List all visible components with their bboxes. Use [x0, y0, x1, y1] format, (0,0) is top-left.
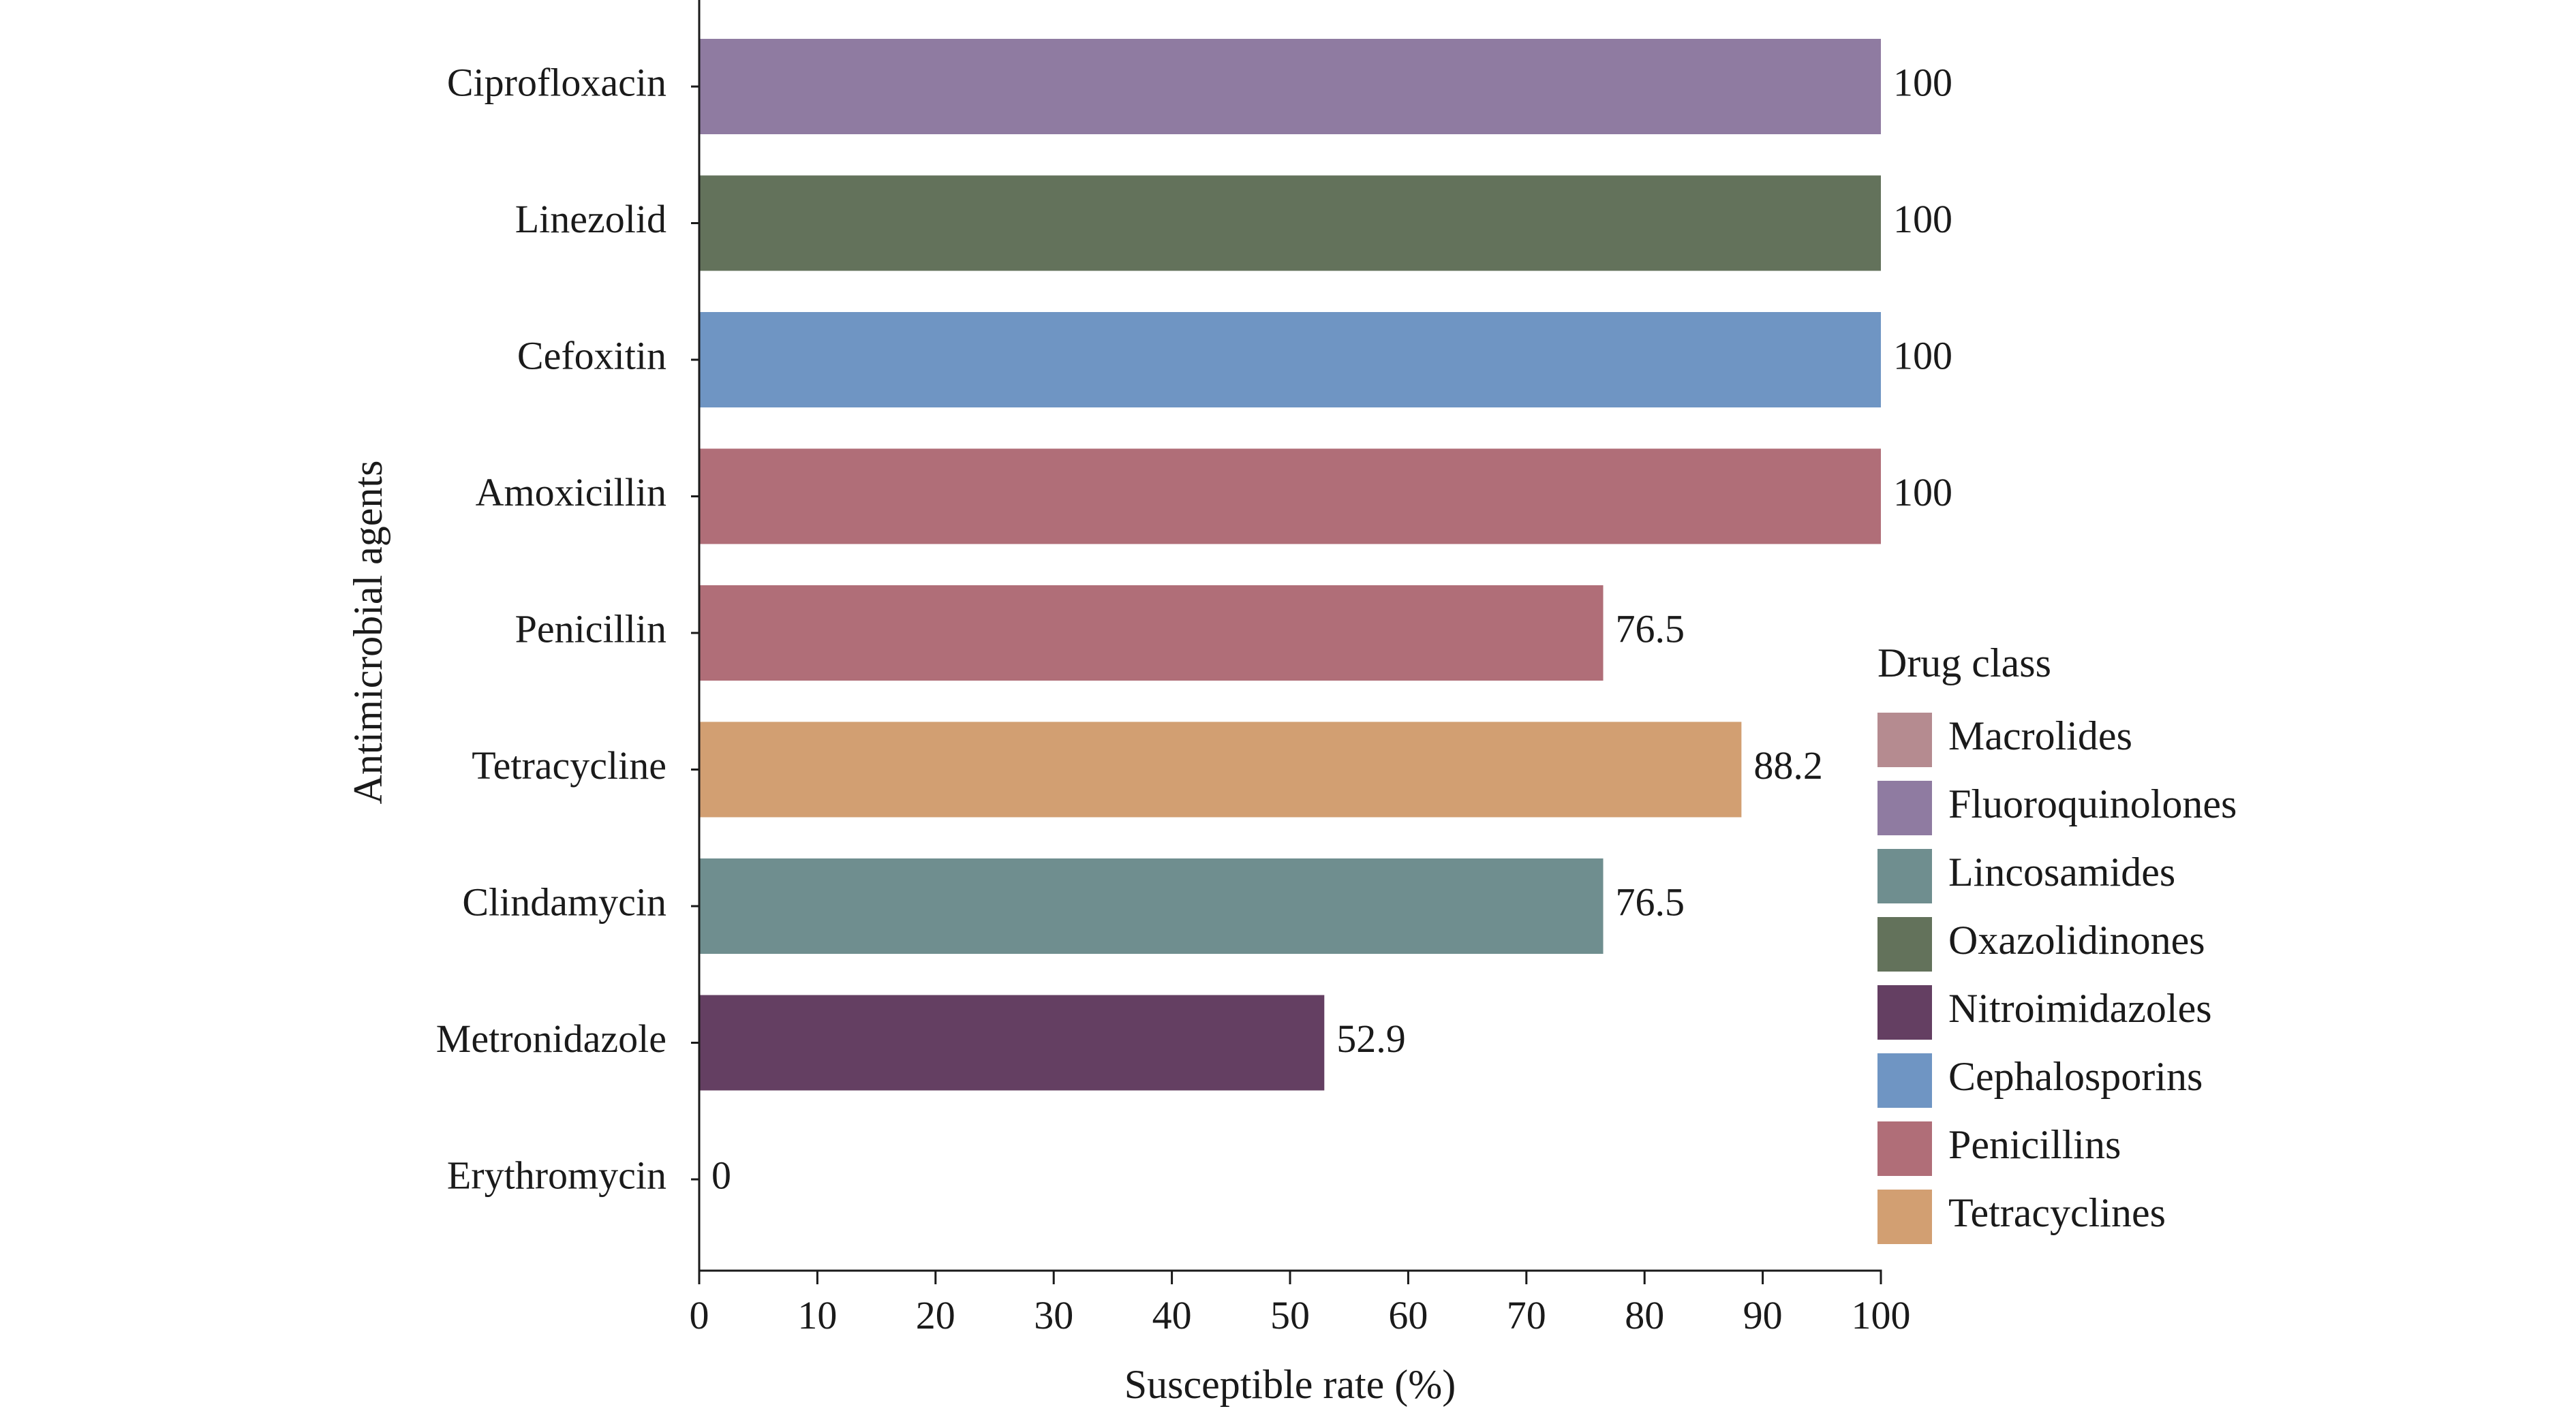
- category-label-amoxicillin: Amoxicillin: [476, 470, 666, 514]
- value-label-cefoxitin: 100: [1893, 333, 1952, 377]
- bar-metronidazole: [699, 995, 1325, 1091]
- value-label-metronidazole: 52.9: [1336, 1017, 1406, 1061]
- legend-label-penicillins: Penicillins: [1948, 1122, 2121, 1167]
- legend-swatch-cephalosporins: [1877, 1053, 1932, 1108]
- value-label-ciprofloxacin: 100: [1893, 60, 1952, 104]
- x-tick-label-10: 10: [797, 1293, 837, 1337]
- category-label-ciprofloxacin: Ciprofloxacin: [447, 60, 666, 104]
- category-label-tetracycline: Tetracycline: [472, 743, 666, 788]
- value-label-linezolid: 100: [1893, 197, 1952, 241]
- x-tick-label-90: 90: [1743, 1293, 1783, 1337]
- bar-penicillin: [699, 585, 1604, 681]
- legend-swatch-oxazolidinones: [1877, 917, 1932, 972]
- legend-swatch-tetracyclines: [1877, 1190, 1932, 1244]
- legend-swatch-macrolides: [1877, 713, 1932, 767]
- bar-tetracycline: [699, 722, 1742, 818]
- x-tick-label-80: 80: [1625, 1293, 1664, 1337]
- category-label-penicillin: Penicillin: [515, 606, 666, 651]
- x-tick-label-60: 60: [1388, 1293, 1428, 1337]
- x-tick-label-50: 50: [1270, 1293, 1310, 1337]
- y-axis-title: Antimicrobial agents: [346, 461, 390, 805]
- value-label-amoxicillin: 100: [1893, 470, 1952, 514]
- legend-label-fluoroquinolones: Fluoroquinolones: [1948, 781, 2237, 826]
- x-tick-label-100: 100: [1852, 1293, 1911, 1337]
- legend-swatch-fluoroquinolones: [1877, 781, 1932, 835]
- legend-label-nitroimidazoles: Nitroimidazoles: [1948, 986, 2212, 1031]
- category-label-linezolid: Linezolid: [515, 197, 666, 241]
- bar-amoxicillin: [699, 448, 1881, 544]
- value-label-penicillin: 76.5: [1616, 606, 1685, 651]
- legend-label-macrolides: Macrolides: [1948, 713, 2132, 758]
- bar-clindamycin: [699, 858, 1604, 954]
- legend-swatch-penicillins: [1877, 1121, 1932, 1176]
- legend-label-lincosamides: Lincosamides: [1948, 850, 2175, 895]
- value-label-tetracycline: 88.2: [1753, 743, 1823, 788]
- category-label-erythromycin: Erythromycin: [447, 1153, 666, 1197]
- x-tick-label-40: 40: [1152, 1293, 1192, 1337]
- x-tick-label-30: 30: [1034, 1293, 1073, 1337]
- legend-title: Drug class: [1877, 640, 2051, 685]
- legend-label-tetracyclines: Tetracyclines: [1948, 1190, 2166, 1235]
- category-label-clindamycin: Clindamycin: [462, 880, 666, 924]
- x-tick-label-0: 0: [690, 1293, 709, 1337]
- bar-cefoxitin: [699, 312, 1881, 407]
- legend-swatch-nitroimidazoles: [1877, 985, 1932, 1040]
- x-axis-title: Susceptible rate (%): [1124, 1362, 1456, 1407]
- legend-label-oxazolidinones: Oxazolidinones: [1948, 918, 2205, 963]
- bar-linezolid: [699, 175, 1881, 271]
- value-label-erythromycin: 0: [711, 1153, 731, 1197]
- category-label-cefoxitin: Cefoxitin: [517, 333, 666, 377]
- category-label-metronidazole: Metronidazole: [436, 1017, 666, 1061]
- legend-swatch-lincosamides: [1877, 849, 1932, 903]
- bar-ciprofloxacin: [699, 39, 1881, 134]
- legend-label-cephalosporins: Cephalosporins: [1948, 1054, 2203, 1099]
- x-tick-label-70: 70: [1507, 1293, 1546, 1337]
- x-tick-label-20: 20: [916, 1293, 955, 1337]
- value-label-clindamycin: 76.5: [1616, 880, 1685, 924]
